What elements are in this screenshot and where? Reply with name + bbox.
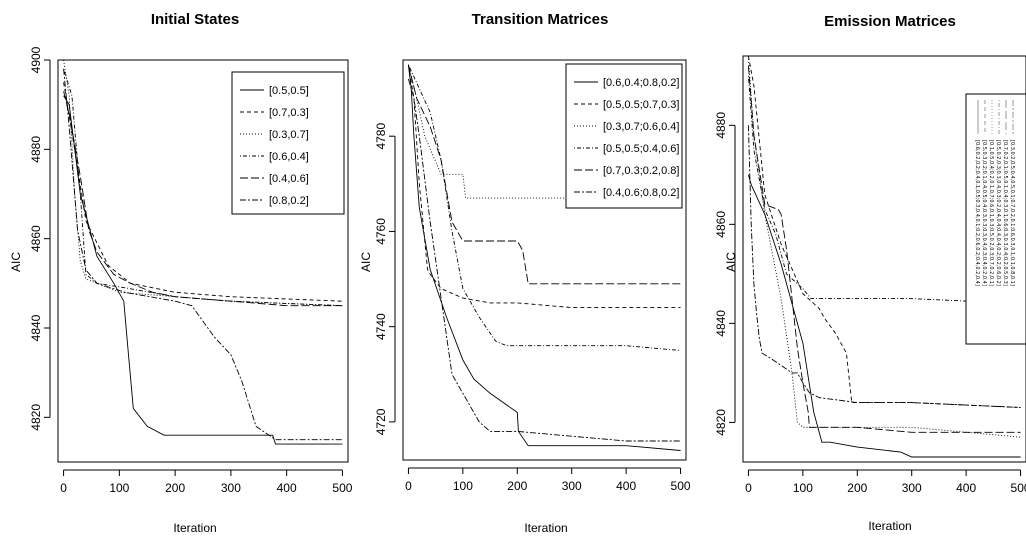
x-tick-label: 500 <box>671 479 691 493</box>
legend-label: [0.5,0.5;0.4,0.6] <box>603 143 679 155</box>
x-tick-label: 0 <box>60 481 67 495</box>
x-tick-label: 400 <box>616 479 636 493</box>
plot-frame <box>57 59 349 463</box>
x-axis-label: Iteration <box>524 521 567 535</box>
y-tick-label: 4900 <box>29 46 43 73</box>
x-axis-label: Iteration <box>868 519 911 533</box>
chart-title: Initial States <box>151 11 239 28</box>
y-tick-label: 4760 <box>374 218 388 245</box>
legend-label: [0.5,0.2,0.3;0.3,0.4,0.3;0.2,0.4,0.4;0.4… <box>995 140 1001 286</box>
y-tick-label: 4860 <box>714 211 728 238</box>
series-line-5 <box>747 65 1021 433</box>
legend-label: [0.7,0.2,0.1;0.5,0.1,0.4;0.3,0.1,0.6;0.3… <box>1002 140 1008 286</box>
legend-label: [0.1,0.5,0.4;0.2,0.1,0.7;0.6,0.1,0.3;0.5… <box>988 140 994 286</box>
series-line-2 <box>63 82 343 302</box>
x-tick-label: 300 <box>562 479 582 493</box>
series-line-6 <box>407 78 681 442</box>
y-axis-label: AIC <box>9 252 23 272</box>
legend-label: [0.3,0.2,0.5;0.4,0.5,0.1;0.7,0.2,0.1;0.6… <box>1009 140 1015 286</box>
legend: [0.6,0.2,0.2;0.4,0.1,0.5;0.3,0.4,0.1;0.2… <box>965 93 1026 345</box>
y-axis-label: AIC <box>724 252 738 272</box>
x-axis-label: Iteration <box>173 521 216 535</box>
x-tick-label: 400 <box>956 481 976 495</box>
legend-label: [0.4,0.6;0.8,0.2] <box>603 187 679 199</box>
x-tick-label: 0 <box>405 479 412 493</box>
legend-label: [0.6,0.2,0.2;0.4,0.1,0.5;0.3,0.4,0.1;0.2… <box>974 140 980 286</box>
legend: [0.6,0.4;0.8,0.2] [0.5,0.5;0.7,0.3] [0.3,0… <box>565 63 683 209</box>
legend-label: [0.6,0.4] <box>269 151 309 163</box>
chart-panel-2: Transition Matrices 0 100 200 300 400 500 4720 4… <box>359 11 691 535</box>
legend-label: [0.4,0.6] <box>269 173 309 185</box>
series-line-6 <box>63 68 343 441</box>
legend-label: [0.5,0.5] <box>269 85 309 97</box>
legend-box <box>965 93 1026 345</box>
plot-frame <box>402 59 687 461</box>
y-tick-label: 4740 <box>374 313 388 340</box>
series-line-4 <box>407 64 681 351</box>
y-tick-label: 4840 <box>714 310 728 337</box>
legend-label: [0.3,0.7] <box>269 129 309 141</box>
series-line-1 <box>407 64 681 451</box>
y-tick-label: 4880 <box>29 136 43 163</box>
y-tick-label: 4820 <box>714 409 728 436</box>
legend-label: [0.7,0.3;0.2,0.8] <box>603 165 679 177</box>
series-line-5 <box>63 91 343 307</box>
series-line-3 <box>407 64 572 199</box>
y-tick-label: 4880 <box>714 112 728 139</box>
x-tick-label: 200 <box>507 479 527 493</box>
legend-label: [0.3,0.7;0.6,0.4] <box>603 121 679 133</box>
legend-label: [0.5,0.5;0.7,0.3] <box>603 99 679 111</box>
chart-panel-1: Initial States 0 100 200 300 400 500 4820 4840 48… <box>9 11 353 535</box>
legend-box <box>565 63 683 209</box>
series-line-5 <box>407 64 681 285</box>
legend-label: [0.7,0.3] <box>269 107 309 119</box>
series-line-4 <box>747 75 1021 305</box>
x-tick-label: 500 <box>1011 481 1026 495</box>
x-tick-label: 0 <box>745 481 752 495</box>
x-tick-label: 300 <box>902 481 922 495</box>
y-axis-label: AIC <box>359 252 373 272</box>
legend-label: [0.5,0.3,0.2;0.1,0.4,0.5;0.4,0.3,0.3;0.3… <box>981 140 987 286</box>
x-tick-label: 100 <box>453 479 473 493</box>
series-line-1 <box>63 95 343 445</box>
legend: [0.5,0.5] [0.7,0.3] [0.3,0.7] [0.6,0.4] [0.4… <box>231 71 345 215</box>
plot-frame <box>742 55 1026 463</box>
y-tick-label: 4780 <box>374 123 388 150</box>
x-tick-label: 100 <box>109 481 129 495</box>
series-line-3 <box>747 56 1021 438</box>
legend-label: [0.8,0.2] <box>269 195 309 207</box>
x-tick-label: 100 <box>793 481 813 495</box>
y-tick-label: 4860 <box>29 225 43 252</box>
legend-label: [0.6,0.4;0.8,0.2] <box>603 77 679 89</box>
x-tick-label: 400 <box>277 481 297 495</box>
x-tick-label: 200 <box>847 481 867 495</box>
x-tick-label: 200 <box>165 481 185 495</box>
y-tick-label: 4840 <box>29 314 43 341</box>
chart-title: Transition Matrices <box>472 11 609 28</box>
chart-title: Emission Matrices <box>824 13 956 30</box>
legend-box <box>231 71 345 215</box>
series-line-6 <box>747 125 1021 408</box>
chart-panel-3: Emission Matrices 0 100 200 300 400 500 4820 484… <box>714 13 1026 533</box>
y-tick-label: 4820 <box>29 404 43 431</box>
x-tick-label: 300 <box>221 481 241 495</box>
y-tick-label: 4720 <box>374 408 388 435</box>
x-tick-label: 500 <box>332 481 352 495</box>
